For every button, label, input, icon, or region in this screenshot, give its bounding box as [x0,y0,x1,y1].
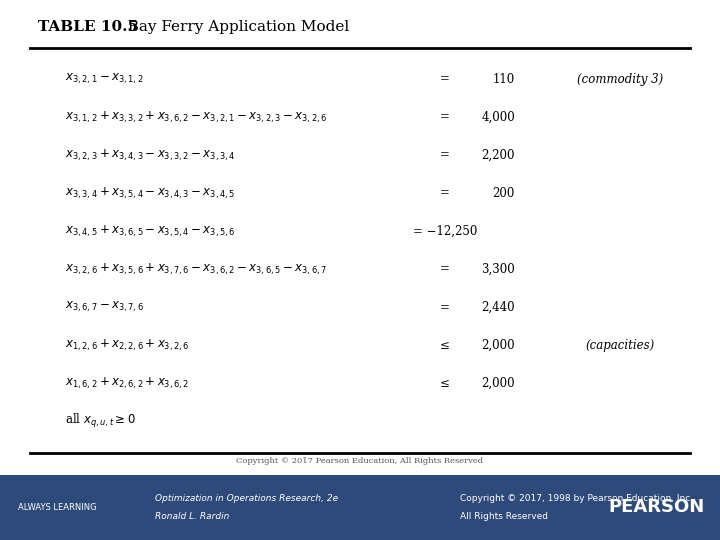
Text: 2,440: 2,440 [482,301,515,314]
Text: $x_{3,4,5} + x_{3,6,5} - x_{3,5,4} - x_{3,5,6}$: $x_{3,4,5} + x_{3,6,5} - x_{3,5,4} - x_{… [65,224,235,239]
Text: ≤: ≤ [440,339,450,352]
Text: $x_{3,6,7} - x_{3,7,6}$: $x_{3,6,7} - x_{3,7,6}$ [65,300,144,314]
Text: =: = [440,301,450,314]
Text: 2,000: 2,000 [482,377,515,390]
Text: ≤: ≤ [440,377,450,390]
Text: =: = [440,72,450,85]
Text: 2,200: 2,200 [482,148,515,161]
Text: Copyright © 2017 Pearson Education, All Rights Reserved: Copyright © 2017 Pearson Education, All … [236,457,484,465]
Text: $x_{1,6,2} + x_{2,6,2} + x_{3,6,2}$: $x_{1,6,2} + x_{2,6,2} + x_{3,6,2}$ [65,375,189,391]
Text: =: = [440,262,450,275]
Text: $x_{3,3,4} + x_{3,5,4} - x_{3,4,3} - x_{3,4,5}$: $x_{3,3,4} + x_{3,5,4} - x_{3,4,3} - x_{… [65,185,235,201]
Text: Bay Ferry Application Model: Bay Ferry Application Model [118,20,349,34]
Text: $x_{3,2,3} + x_{3,4,3} - x_{3,3,2} - x_{3,3,4}$: $x_{3,2,3} + x_{3,4,3} - x_{3,3,2} - x_{… [65,147,235,163]
Text: $x_{3,2,1} - x_{3,1,2}$: $x_{3,2,1} - x_{3,1,2}$ [65,72,143,86]
Text: ALWAYS LEARNING: ALWAYS LEARNING [18,503,96,511]
Text: =: = [440,148,450,161]
Text: 4,000: 4,000 [481,111,515,124]
Text: 2,000: 2,000 [482,339,515,352]
Text: $x_{1,2,6} + x_{2,2,6} + x_{3,2,6}$: $x_{1,2,6} + x_{2,2,6} + x_{3,2,6}$ [65,338,189,353]
Text: all $x_{q,u,t} \geq 0$: all $x_{q,u,t} \geq 0$ [65,412,135,430]
Text: Copyright © 2017, 1998 by Pearson Education, Inc.: Copyright © 2017, 1998 by Pearson Educat… [460,494,693,503]
Text: $x_{3,1,2} + x_{3,3,2} + x_{3,6,2} - x_{3,2,1} - x_{3,2,3} - x_{3,2,6}$: $x_{3,1,2} + x_{3,3,2} + x_{3,6,2} - x_{… [65,109,327,125]
Text: 200: 200 [492,187,515,200]
Text: =: = [440,187,450,200]
Text: TABLE 10.5: TABLE 10.5 [38,20,138,34]
Text: 110: 110 [492,72,515,85]
Text: (commodity 3): (commodity 3) [577,72,663,85]
Text: = −12,250: = −12,250 [413,225,477,238]
Text: All Rights Reserved: All Rights Reserved [460,511,548,521]
Text: (capacities): (capacities) [585,339,654,352]
Text: PEARSON: PEARSON [608,498,705,516]
Text: Optimization in Operations Research, 2e: Optimization in Operations Research, 2e [155,494,338,503]
Text: =: = [440,111,450,124]
Text: $x_{3,2,6} + x_{3,5,6} + x_{3,7,6} - x_{3,6,2} - x_{3,6,5} - x_{3,6,7}$: $x_{3,2,6} + x_{3,5,6} + x_{3,7,6} - x_{… [65,261,327,277]
Text: 3,300: 3,300 [481,262,515,275]
Text: Ronald L. Rardin: Ronald L. Rardin [155,511,230,521]
